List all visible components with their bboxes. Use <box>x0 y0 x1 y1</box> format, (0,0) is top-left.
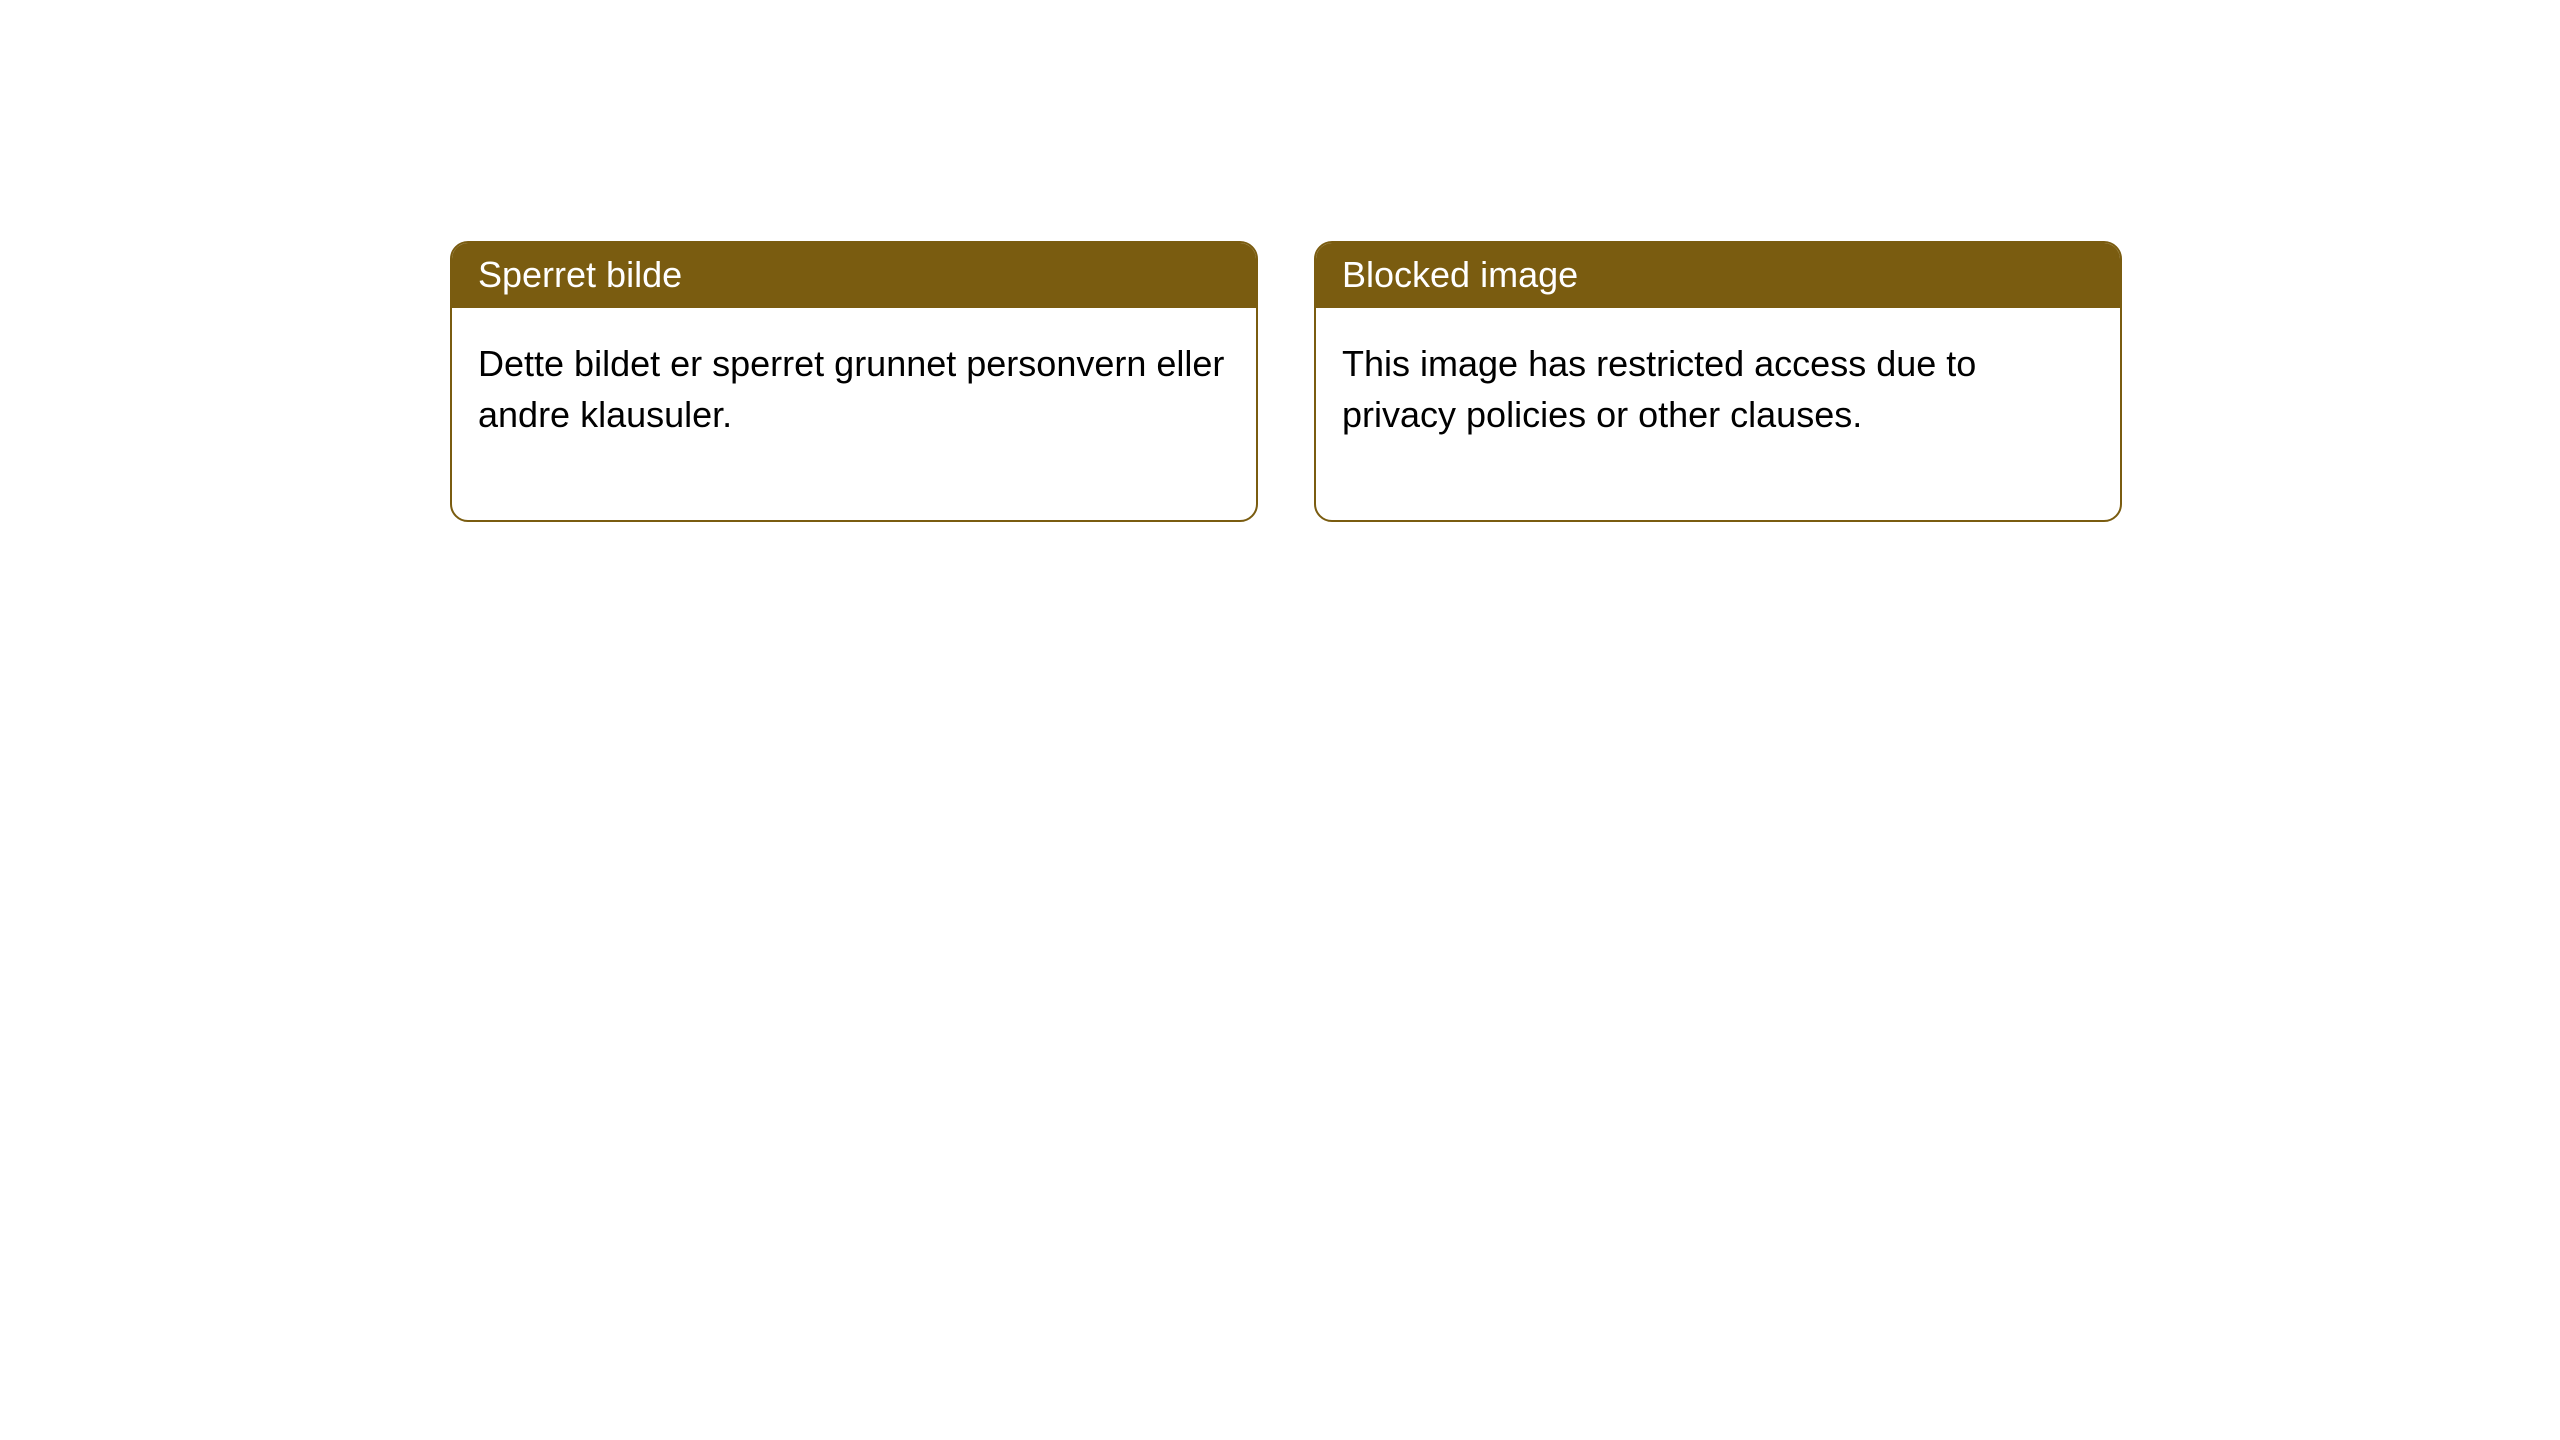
notice-container: Sperret bilde Dette bildet er sperret gr… <box>0 0 2560 522</box>
notice-header: Sperret bilde <box>452 243 1256 308</box>
notice-card-english: Blocked image This image has restricted … <box>1314 241 2122 522</box>
notice-body: Dette bildet er sperret grunnet personve… <box>452 308 1256 520</box>
notice-card-norwegian: Sperret bilde Dette bildet er sperret gr… <box>450 241 1258 522</box>
notice-header: Blocked image <box>1316 243 2120 308</box>
notice-body: This image has restricted access due to … <box>1316 308 2120 520</box>
